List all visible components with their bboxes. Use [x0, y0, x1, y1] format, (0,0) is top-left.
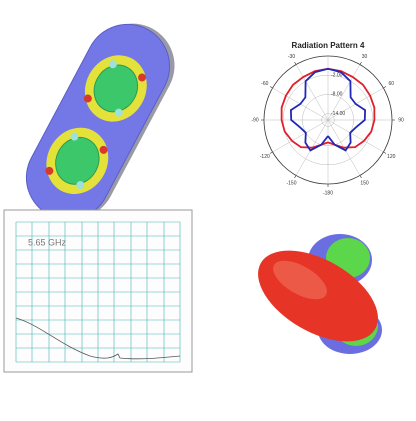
radial-grid — [282, 74, 374, 166]
radial-tick-label: -2.00 — [331, 73, 343, 79]
radial-tick-label: -14.00 — [331, 111, 345, 117]
chart-title: Radiation Pattern 4 — [292, 41, 365, 50]
spoke — [327, 119, 384, 153]
angle-tick — [294, 61, 297, 65]
pattern-curve — [289, 67, 367, 152]
spoke — [295, 64, 329, 121]
angle-tick-label: 60 — [388, 81, 394, 87]
angle-tick-label: 30 — [362, 54, 368, 60]
polar-chart: Radiation Pattern 4 -2.00 -8.00 -14.00 -30 3… — [251, 41, 404, 196]
radial-grid — [302, 94, 354, 146]
angle-tick-label: -180 — [323, 190, 333, 196]
angle-tick — [269, 86, 273, 89]
angle-tick-label: -60 — [261, 81, 268, 87]
marker-label: 5.65 GHz — [28, 237, 67, 247]
angle-tick-label: -90 — [251, 117, 258, 123]
angle-tick-label: 120 — [387, 154, 396, 160]
angle-tick-label: 90 — [398, 117, 404, 123]
angle-tick-label: -120 — [260, 154, 270, 160]
spoke — [327, 64, 361, 121]
antenna-board — [25, 23, 175, 221]
angle-tick-label: -30 — [288, 54, 295, 60]
angle-tick — [359, 61, 362, 65]
angle-tick — [383, 151, 387, 154]
angle-tick — [269, 151, 273, 154]
angle-tick — [383, 86, 387, 89]
radial-tick-label: -8.00 — [331, 92, 343, 98]
spoke — [272, 119, 329, 153]
angle-tick — [294, 175, 297, 179]
radial-grid — [321, 113, 335, 127]
angle-tick-label: 150 — [360, 181, 369, 187]
vna-screen: 5.65 GHz — [3, 209, 193, 373]
angle-tick-label: -150 — [286, 181, 296, 187]
pattern-3d — [258, 234, 382, 354]
angle-tick — [359, 175, 362, 179]
